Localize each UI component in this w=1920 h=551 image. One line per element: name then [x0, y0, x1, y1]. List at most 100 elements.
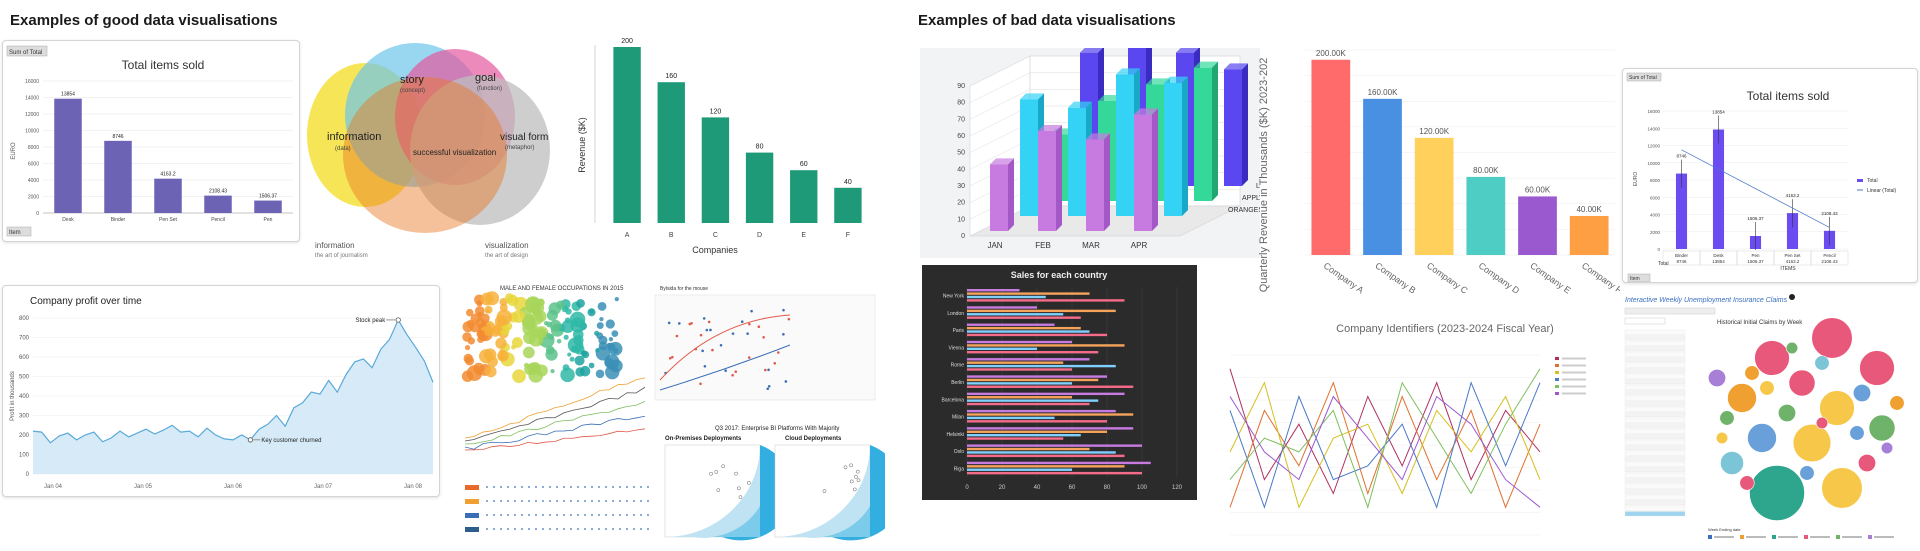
venn-story-sub: (concept): [400, 88, 425, 94]
quarterly-bar: [1311, 59, 1351, 256]
onprem-label: On-Premises Deployments: [665, 436, 742, 442]
claims-list-row[interactable]: [1624, 450, 1686, 456]
claims-list-row[interactable]: [1624, 329, 1686, 335]
country-bar: [967, 430, 1107, 433]
info-icon[interactable]: [1789, 294, 1795, 300]
claims-bubble[interactable]: [1719, 410, 1735, 426]
claims-list-row[interactable]: [1624, 511, 1686, 517]
profit-ytick: 100: [19, 453, 30, 459]
country-bar: [967, 351, 1099, 354]
claims-list-row[interactable]: [1624, 434, 1686, 440]
claims-list-row[interactable]: [1624, 445, 1686, 451]
claims-bubble[interactable]: [1799, 465, 1815, 481]
country-label: Riga: [954, 466, 965, 472]
claims-list-row[interactable]: [1624, 423, 1686, 429]
claims-bubble[interactable]: [1785, 341, 1799, 355]
claims-bubble[interactable]: [1853, 384, 1872, 403]
claims-list-row[interactable]: [1624, 494, 1686, 500]
vendor-point: [849, 479, 854, 484]
claims-bubble[interactable]: [1727, 383, 1757, 413]
timeline-tag: [465, 485, 479, 490]
claims-list-row[interactable]: [1624, 439, 1686, 445]
claims-list-row[interactable]: [1624, 500, 1686, 506]
claims-list-row[interactable]: [1624, 368, 1686, 374]
claims-list-row[interactable]: [1624, 478, 1686, 484]
claims-bubble[interactable]: [1788, 369, 1816, 397]
claims-bubble[interactable]: [1889, 395, 1905, 411]
claims-list-row[interactable]: [1624, 467, 1686, 473]
profit-ytick: 200: [19, 433, 30, 439]
scatter-point: [724, 369, 727, 372]
claims-bubble[interactable]: [1759, 380, 1775, 396]
claims-list-row[interactable]: [1624, 489, 1686, 495]
claims-bubble[interactable]: [1744, 365, 1760, 381]
bad-xtitle: ITEMS: [1780, 266, 1796, 272]
claims-bubble[interactable]: [1814, 355, 1830, 371]
profit-ytick: 800: [19, 316, 30, 322]
item-filter-button[interactable]: [6, 226, 32, 237]
claims-list-row[interactable]: [1624, 379, 1686, 385]
occupation-bubble: [556, 338, 562, 344]
claims-bubble[interactable]: [1815, 416, 1829, 430]
claims-tabs[interactable]: [1624, 307, 1716, 315]
claims-bubble[interactable]: [1739, 475, 1755, 491]
vendor-point: [856, 478, 861, 483]
claims-list-row[interactable]: [1624, 346, 1686, 352]
claims-bubble[interactable]: [1811, 317, 1853, 359]
claims-bubble[interactable]: [1849, 425, 1865, 441]
claims-list-row[interactable]: [1624, 373, 1686, 379]
claims-list-row[interactable]: [1624, 461, 1686, 467]
claims-list-row[interactable]: [1624, 417, 1686, 423]
claims-list-row[interactable]: [1624, 340, 1686, 346]
claims-bubble[interactable]: [1859, 350, 1895, 386]
revenue-bar-label: 200: [621, 38, 633, 45]
occupation-bubble: [522, 321, 536, 336]
quarterly-bar: [1518, 196, 1557, 255]
cloud-label: Cloud Deployments: [785, 436, 842, 442]
claims-list-row[interactable]: [1624, 483, 1686, 489]
claims-bubble[interactable]: [1868, 414, 1896, 442]
bad-total-ytick: 8000: [1650, 178, 1661, 183]
claims-list-row[interactable]: [1624, 351, 1686, 357]
claims-bubble[interactable]: [1715, 431, 1729, 445]
claims-bubble[interactable]: [1778, 404, 1797, 423]
scatter-point: [767, 385, 771, 388]
claims-list-row[interactable]: [1624, 357, 1686, 363]
claims-bubble[interactable]: [1858, 454, 1877, 473]
country-xtick: 60: [1069, 485, 1076, 491]
bad-item-filter-button[interactable]: [1627, 273, 1651, 282]
claims-bubble[interactable]: [1754, 340, 1790, 376]
scatter-point: [690, 322, 693, 325]
claims-bubble[interactable]: [1880, 441, 1894, 455]
claims-list-row[interactable]: [1624, 335, 1686, 341]
claims-list-row[interactable]: [1624, 412, 1686, 418]
claims-list-row[interactable]: [1624, 472, 1686, 478]
claims-bubble[interactable]: [1720, 451, 1744, 475]
claims-bubble[interactable]: [1819, 390, 1855, 426]
claims-list-row[interactable]: [1624, 456, 1686, 462]
claims-list-row[interactable]: [1624, 401, 1686, 407]
occupation-bubble: [544, 321, 549, 326]
bars3d-xtick: FEB: [1035, 241, 1051, 250]
bad-total-ytick: 6000: [1650, 195, 1661, 200]
scatter-point: [701, 349, 704, 353]
vendor-point: [714, 470, 719, 474]
claims-list-row[interactable]: [1624, 395, 1686, 401]
claims-list-row[interactable]: [1624, 505, 1686, 511]
claims-panel: Interactive Weekly Unemployment Insuranc…: [1622, 288, 1918, 546]
claims-bubble[interactable]: [1747, 423, 1777, 453]
claims-list-row[interactable]: [1624, 384, 1686, 390]
claims-select[interactable]: [1624, 317, 1666, 325]
claims-list-row[interactable]: [1624, 390, 1686, 396]
claims-bubble[interactable]: [1792, 423, 1832, 463]
claims-list-row[interactable]: [1624, 406, 1686, 412]
scatter-point: [782, 308, 785, 312]
claims-bubble[interactable]: [1708, 369, 1727, 388]
occupation-bubble: [485, 365, 497, 378]
claims-bubble[interactable]: [1821, 467, 1863, 509]
claims-list-row[interactable]: [1624, 362, 1686, 368]
bad-total-xtick: Pen: [1751, 253, 1760, 258]
occupation-bubble: [587, 308, 596, 317]
claims-bubble[interactable]: [1749, 465, 1805, 521]
claims-list-row[interactable]: [1624, 428, 1686, 434]
